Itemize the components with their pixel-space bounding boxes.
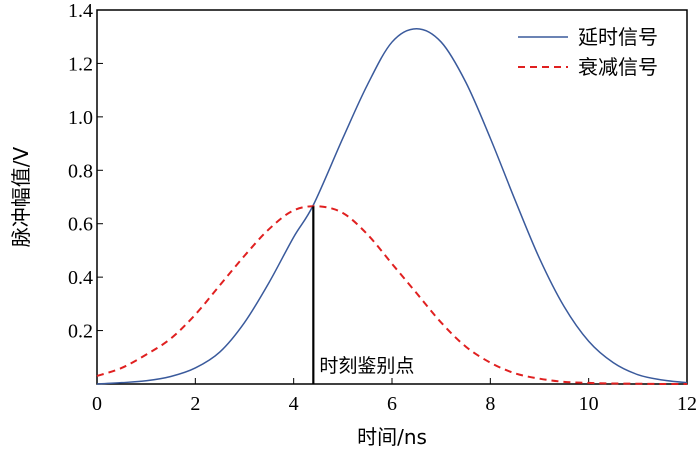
x-tick-label: 8	[485, 393, 495, 415]
y-tick-label: 0.8	[68, 160, 93, 182]
y-tick-label: 1.2	[68, 53, 93, 75]
series-line-attenuated	[96, 205, 688, 386]
annotation-layer: 时刻鉴别点	[312, 206, 414, 384]
x-tick-label: 12	[677, 393, 697, 415]
x-axis-title: 时间/ns	[357, 425, 427, 449]
x-axis: 0 2 4 6 8 10 12	[92, 378, 697, 415]
series-line-delayed	[96, 27, 688, 385]
y-axis-title: 脉冲幅值/V	[9, 146, 33, 247]
legend-label-attenuated: 衰减信号	[578, 55, 658, 79]
y-tick-label: 1.0	[68, 107, 93, 129]
x-tick-label: 4	[289, 393, 299, 415]
y-axis: 0.2 0.4 0.6 0.8 1.0 1.2 1.4	[68, 0, 103, 343]
legend-label-delayed: 延时信号	[578, 25, 658, 49]
y-tick-label: 1.4	[68, 0, 93, 22]
legend: 延时信号 衰减信号	[518, 25, 658, 79]
y-tick-label: 0.6	[68, 214, 93, 236]
y-tick-label: 0.4	[68, 267, 93, 289]
series-layer	[96, 27, 688, 386]
x-tick-label: 0	[92, 393, 102, 415]
x-tick-label: 6	[387, 393, 397, 415]
y-tick-label: 0.2	[68, 321, 93, 343]
discrimination-point-label: 时刻鉴别点	[319, 355, 414, 377]
x-tick-label: 10	[579, 393, 599, 415]
x-tick-label: 2	[190, 393, 200, 415]
